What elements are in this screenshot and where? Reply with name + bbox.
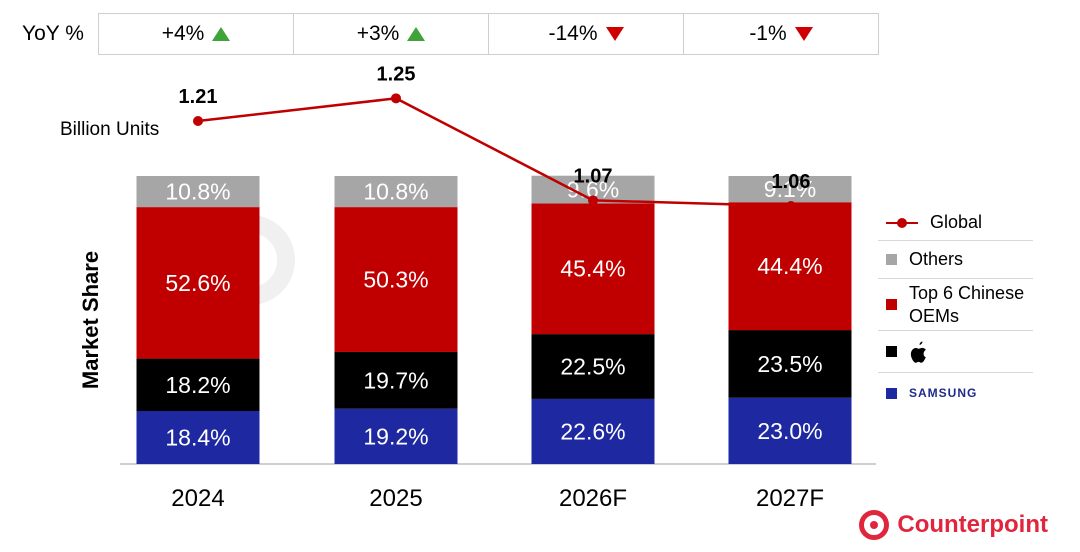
legend-item-others: Others [878,241,1033,279]
line-unit-label: Billion Units [60,119,159,140]
bar-value-label: 23.5% [757,351,822,377]
global-point-label: 1.21 [179,86,218,108]
legend-label: Global [930,212,983,232]
y-axis-label: Market Share [78,251,103,389]
bar-value-label: 19.2% [363,423,428,449]
bar-segment [334,207,458,352]
bar-segment [728,202,852,331]
bar-value-label: 10.8% [165,179,230,205]
counterpoint-logo: Counterpoint [859,510,1048,540]
legend-label: Top 6 Chinese OEMs [909,283,1025,326]
legend-swatch [886,299,897,310]
bar-segment [728,330,852,398]
triangle-down-icon [794,27,813,41]
samsung-logo: SAMSUNG [909,386,978,400]
bars-group: 18.4% 18.2% 52.6% 10.8% 19.2% 19.7% 50.3% 10.8%… [136,175,852,464]
bar-value-label: 18.4% [165,425,230,451]
yoy-cell: -14% [489,14,684,54]
bar-value-label: 10.8% [363,179,428,205]
bar-value-label: 44.4% [757,253,822,279]
bar-segment [531,334,655,399]
yoy-cell: -1% [684,14,878,54]
yoy-value: +4% [161,22,205,45]
yoy-value: -1% [749,22,787,45]
global-point-label: 1.25 [377,63,416,85]
bar-value-label: 22.6% [560,418,625,444]
yoy-table: +4% +3% -14% -1% [98,13,879,55]
yoy-value: -14% [548,22,598,45]
counterpoint-mark-icon [859,510,890,540]
global-point [391,93,401,104]
global-point [193,116,203,126]
bar-value-label: 18.2% [165,372,230,398]
bar-segment [136,207,260,359]
legend-swatch [886,254,897,265]
bar-segment [531,398,655,464]
global-point [588,195,598,206]
x-tick-label: 2024 [171,485,224,512]
global-point [786,201,796,211]
yoy-label: YoY % [22,22,84,45]
bar-segment [531,203,655,335]
triangle-up-icon [212,27,231,41]
bar-segment [728,397,852,464]
legend-line-marker-icon [886,217,918,229]
yoy-value: +3% [356,22,400,45]
bar-segment [334,351,458,409]
legend-label: Others [909,249,964,269]
legend-item-samsung: SAMSUNG [878,373,1033,413]
x-ticks-group: 2024 2025 2026F 2027F [171,485,824,512]
legend: Global Others Top 6 Chinese OEMs SAMSUNG [878,205,1033,413]
bar-value-label: 9.1% [764,176,816,202]
bar-segment [136,411,260,464]
legend-swatch [886,346,897,357]
global-point-label: 1.07 [574,165,613,187]
legend-item-apple [878,331,1033,373]
bar-segment [334,176,458,208]
triangle-up-icon [407,27,426,41]
yoy-cell: +4% [99,14,294,54]
bar-value-label: 52.6% [165,270,230,296]
legend-item-chinese-oems: Top 6 Chinese OEMs [878,279,1033,331]
bar-value-label: 23.0% [757,418,822,444]
bar-segment [136,176,260,208]
x-tick-label: 2025 [369,485,422,512]
global-line [197,97,792,208]
global-line-group: 1.21 1.25 1.07 1.06 [179,63,811,211]
yoy-cell: +3% [294,14,489,54]
triangle-down-icon [605,27,624,41]
legend-item-global: Global [878,205,1033,241]
bar-segment [136,358,260,412]
x-tick-label: 2027F [756,485,824,512]
bar-value-label: 19.7% [363,367,428,393]
bar-value-label: 45.4% [560,256,625,282]
bar-segment [334,408,458,464]
x-tick-label: 2026F [559,485,627,512]
legend-swatch [886,387,897,399]
bar-segment [728,176,852,203]
global-point-label: 1.06 [772,171,811,193]
bar-value-label: 50.3% [363,267,428,293]
bar-value-label: 22.5% [560,354,625,380]
brand-name: Counterpoint [897,511,1048,538]
apple-logo-icon [910,341,926,363]
